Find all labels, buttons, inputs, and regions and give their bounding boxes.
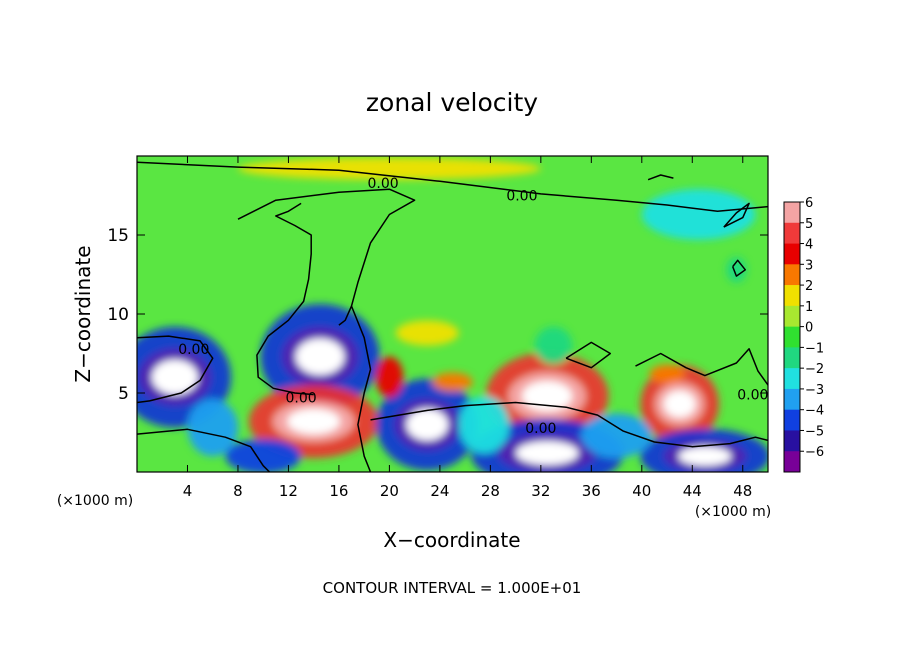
velocity-field — [137, 157, 768, 472]
x-axis-label: X−coordinate — [383, 528, 520, 552]
colorbar-swatch-3 — [784, 264, 800, 286]
x-axis-ticks: 4 8 12 16 20 24 28 32 36 40 44 48 — [183, 156, 752, 500]
y-tick-label-1: 10 — [107, 305, 129, 325]
contour-line-10 — [732, 259, 747, 277]
contour-line-6 — [370, 401, 768, 448]
colorbar-label-4: 2 — [805, 279, 813, 294]
plot-area: 0.00 0.00 0.00 0.00 0.00 0.00 — [137, 156, 768, 472]
zero-contours — [137, 161, 768, 472]
field-patch-19 — [726, 257, 747, 283]
y-axis-ticks: 5 10 15 — [107, 226, 768, 404]
field-patch-9 — [225, 438, 302, 472]
contour-label-1: 0.00 — [506, 189, 537, 205]
x-tick-label-2: 12 — [279, 482, 298, 500]
contour-line-2 — [256, 202, 314, 396]
field-patch-12 — [641, 189, 756, 240]
x-tick-label-1: 8 — [233, 482, 243, 500]
contour-line-1 — [237, 188, 416, 326]
colorbar-label-7: −1 — [805, 341, 824, 356]
colorbar-swatch-7 — [784, 347, 800, 369]
colorbar-label-1: 5 — [805, 217, 813, 232]
field-core-6 — [663, 390, 696, 418]
contour-label-3: 0.00 — [285, 391, 316, 407]
contour-line-0 — [137, 161, 768, 213]
colorbar-label-6: 0 — [805, 321, 813, 336]
colorbar-swatch-10 — [784, 409, 800, 431]
colorbar-label-12: −6 — [805, 445, 824, 460]
colorbar-swatch-0 — [784, 202, 800, 224]
colorbar-swatch-5 — [784, 305, 800, 327]
contour-line-4 — [137, 335, 214, 404]
colorbar-swatch-11 — [784, 430, 800, 452]
x-unit-left: (×1000 m) — [57, 493, 133, 509]
colorbar: 6 5 4 3 2 1 0 −1 −2 −3 −4 −5 −6 — [783, 196, 824, 473]
contour-label-0: 0.00 — [368, 176, 399, 192]
chart-title: zonal velocity — [366, 88, 538, 117]
x-tick-label-7: 32 — [531, 482, 550, 500]
x-unit-right: (×1000 m) — [695, 504, 771, 520]
contour-line-9 — [723, 202, 750, 228]
field-patch-8 — [375, 356, 404, 398]
x-tick-label-8: 36 — [582, 482, 601, 500]
contour-label-2: 0.00 — [178, 342, 209, 358]
contour-line-7 — [565, 341, 612, 369]
field-patch-10 — [581, 413, 652, 458]
field-patch-14 — [237, 157, 541, 180]
field-core-0 — [151, 359, 198, 395]
field-patch-17 — [458, 396, 510, 454]
colorbar-label-5: 1 — [805, 300, 813, 315]
colorbar-label-10: −4 — [805, 404, 824, 419]
colorbar-label-0: 6 — [805, 196, 813, 211]
contour-line-5 — [137, 428, 271, 472]
colorbar-label-8: −2 — [805, 362, 824, 377]
x-tick-label-11: 48 — [733, 482, 752, 500]
x-tick-label-9: 40 — [632, 482, 651, 500]
colorbar-swatch-1 — [784, 222, 800, 244]
field-core-5 — [515, 441, 579, 465]
colorbar-swatch-9 — [784, 388, 800, 410]
contour-label-4: 0.00 — [525, 421, 556, 437]
contour-line-11 — [647, 174, 674, 181]
x-tick-label-4: 20 — [380, 482, 399, 500]
x-tick-label-0: 4 — [183, 482, 193, 500]
x-tick-label-10: 44 — [683, 482, 702, 500]
field-core-7 — [678, 446, 732, 466]
contour-line-3 — [350, 305, 372, 472]
contour-labels: 0.00 0.00 0.00 0.00 0.00 0.00 — [178, 176, 768, 437]
colorbar-swatch-12 — [784, 451, 800, 473]
colorbar-swatch-6 — [784, 326, 800, 348]
field-patch-16 — [649, 364, 685, 384]
colorbar-label-11: −5 — [805, 424, 824, 439]
field-patch-11 — [187, 399, 238, 457]
x-tick-label-5: 24 — [430, 482, 449, 500]
field-patch-15 — [432, 372, 473, 392]
colorbar-label-2: 4 — [805, 238, 813, 253]
x-tick-label-6: 28 — [481, 482, 500, 500]
contour-label-5: 0.00 — [737, 388, 768, 404]
colorbar-label-9: −3 — [805, 383, 824, 398]
field-patch-13 — [395, 320, 459, 346]
colorbar-frame — [783, 201, 801, 473]
field-core-1 — [295, 338, 345, 375]
field-core-2 — [287, 408, 341, 435]
y-tick-label-0: 5 — [118, 384, 129, 404]
colorbar-swatch-2 — [784, 243, 800, 265]
x-tick-label-3: 16 — [329, 482, 348, 500]
colorbar-swatch-4 — [784, 285, 800, 307]
colorbar-label-3: 3 — [805, 258, 813, 273]
colorbar-swatch-8 — [784, 368, 800, 390]
contour-interval-note: CONTOUR INTERVAL = 1.000E+01 — [323, 579, 582, 597]
field-patch-18 — [534, 326, 573, 365]
field-core-3 — [406, 408, 449, 441]
y-tick-label-2: 15 — [107, 226, 129, 246]
contour-line-8 — [635, 348, 768, 386]
y-axis-label: Z−coordinate — [71, 245, 95, 382]
